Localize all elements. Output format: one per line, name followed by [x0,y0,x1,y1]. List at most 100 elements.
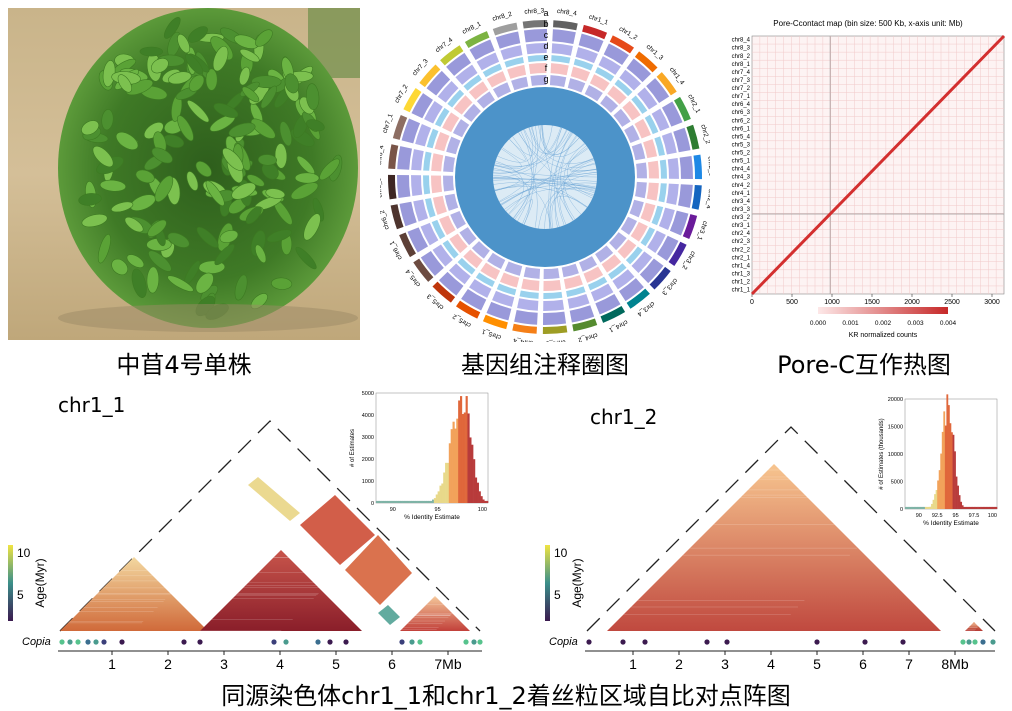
histogram-bar [905,506,907,509]
track-d [659,159,667,179]
track-f [549,75,567,88]
age-tick: 5 [554,588,561,602]
track-e [647,160,659,179]
porec-y-label: chr5_3 [732,142,751,148]
histogram-bar [946,394,949,509]
leaf [239,66,251,86]
copia-dot [93,639,99,645]
histogram-bar [420,500,423,503]
track-c [413,199,429,222]
chromosome-label: chr7_2 [393,83,409,104]
synteny-link [538,187,596,229]
leaf [228,122,256,138]
chromosome-band [542,325,568,334]
porec-title: Pore-Ccontact map (bin size: 500 Kb, x-a… [773,19,963,28]
histogram-bar [980,506,982,509]
track-b [446,52,471,76]
synteny-link [538,125,586,157]
track-d [425,198,436,218]
track-f [579,256,598,272]
histogram-bar [443,472,446,503]
colorbar-tick: 0.001 [842,320,859,327]
bottom-caption: 同源染色体chr1_1和chr1_2着丝粒区域自比对点阵图 [221,682,791,710]
track-e [646,182,659,201]
track-f [624,124,640,143]
leaf [146,266,160,294]
histogram-bar [983,506,986,509]
histogram-bar [480,496,483,503]
histogram-bar [426,500,429,503]
histogram-bar [387,500,390,503]
hist-y-tick: 5000 [891,480,903,486]
dotplot-chr1-2: 1 2 3 4 5 6 7 8Mb Copia 10 5 Age(Myr) 20000 15000 1000… [505,385,1010,680]
histogram-bar [990,506,993,509]
porec-y-label: chr6_1 [732,126,751,132]
histogram-bar [993,506,996,509]
chromosome-band [674,96,691,122]
histogram-bar [943,411,946,509]
histogram-bar [432,499,435,503]
chromosome-label: chr4_4 [513,337,534,342]
histogram-bar [439,485,442,503]
histogram-bar [947,405,950,509]
histogram-bar [424,500,427,503]
synteny-link [493,178,597,182]
chromosome-band [600,306,626,323]
x-tick-label: 1 [629,656,637,672]
leaf [154,175,174,203]
track-f [609,232,627,251]
x-tick-label: 8Mb [941,656,968,672]
porec-xticks: 0 500 1000 1500 2000 2500 3000 [750,294,1000,306]
porec-y-label: chr2_3 [732,239,751,245]
chromosome-label: chr8_2 [492,11,513,23]
track-e [480,262,501,280]
track-e [617,239,637,259]
leaf [135,169,155,184]
track-b [542,311,567,325]
chromosome-band [668,241,687,266]
porec-y-label: chr6_4 [732,102,751,108]
porec-y-label: chr3_4 [732,199,751,205]
histogram-bar [376,500,379,503]
porec-x-tick: 3000 [984,299,1000,306]
histogram-bar [966,506,969,509]
hist-x-tick: 92.5 [932,513,943,519]
track-d [482,63,503,78]
copia-dot [704,639,710,645]
track-c [525,43,547,55]
porec-x-tick: 500 [786,299,798,306]
chromosome-band [419,64,441,88]
porec-y-label: chr4_2 [732,183,751,189]
track-letter: a [543,8,548,18]
histogram-bar [415,500,418,503]
hist-y-label: # of Estimates (thousands) [879,418,885,489]
histogram-bar [977,506,979,509]
track-c [619,69,642,91]
track-c [661,132,677,155]
histogram-bar [484,500,487,503]
synteny-link [493,169,598,178]
histogram-bar [955,476,958,509]
leaf [260,85,277,109]
histogram-bar [396,500,399,503]
porec-y-label: chr1_2 [732,280,751,286]
leaf [257,154,277,166]
hist-x-tick: 100 [478,507,487,513]
histogram-bar [474,477,478,503]
chromosome-band [456,300,481,319]
synteny-link [504,188,594,210]
histogram-bar [441,483,444,503]
histogram-bar [409,500,412,503]
copia-dot [972,639,978,645]
histogram-bar [952,434,955,509]
copia-dot [181,639,187,645]
outline-triangle [586,426,996,632]
leaf [239,48,260,63]
x-tick-label: 2 [675,656,683,672]
copia-label: Copia [549,636,578,648]
leaf [214,244,235,266]
track-b [401,118,421,144]
synteny-link [501,157,594,206]
porec-caption: Pore-C互作热图 [777,351,951,379]
synteny-link [559,187,596,225]
